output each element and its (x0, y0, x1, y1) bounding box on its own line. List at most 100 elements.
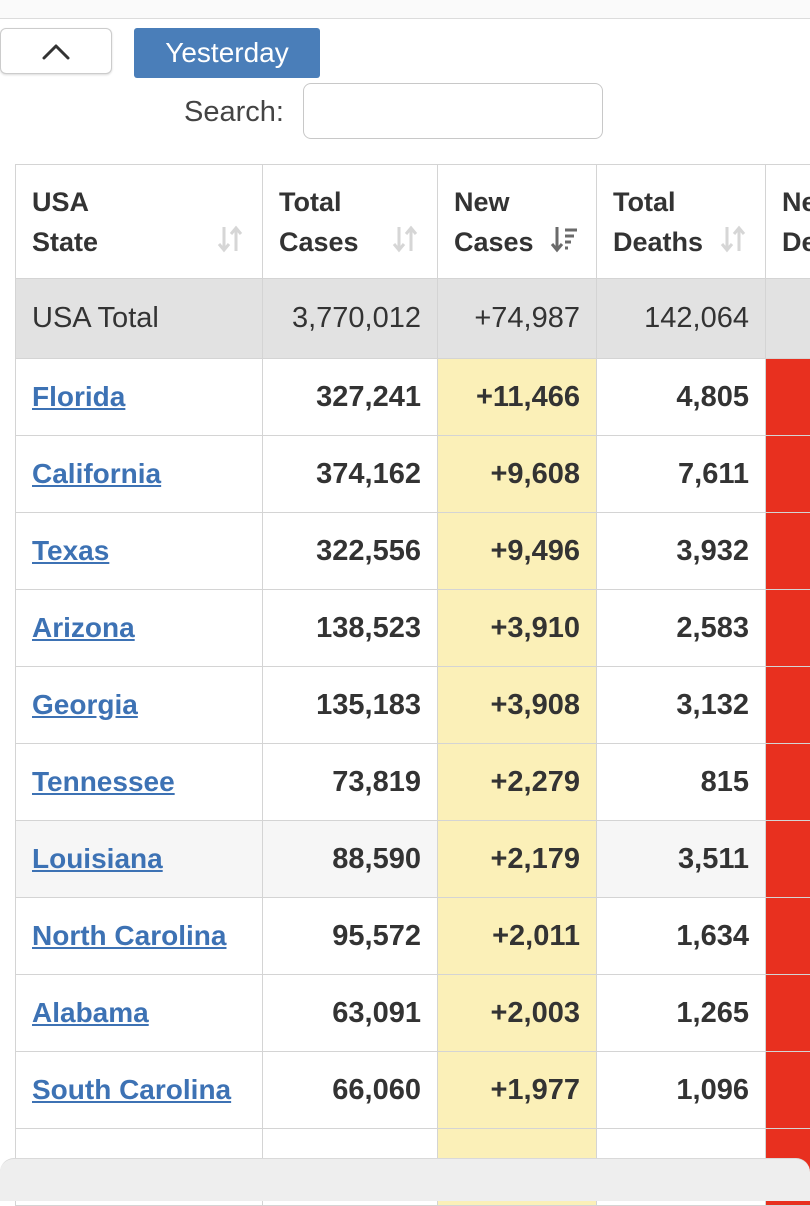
state-name-cell: Louisiana (16, 821, 263, 898)
column-header-new-cases[interactable]: New Cases (438, 165, 597, 279)
total-deaths-cell: 1,096 (597, 1052, 766, 1129)
total-cases-cell: 95,572 (263, 898, 438, 975)
state-name-cell: South Carolina (16, 1052, 263, 1129)
state-link[interactable]: Florida (32, 381, 125, 412)
header-line: Ne (782, 187, 810, 217)
column-header-total-deaths[interactable]: Total Deaths (597, 165, 766, 279)
sort-icon (214, 223, 246, 255)
state-link[interactable]: Tennessee (32, 766, 175, 797)
collapse-button[interactable] (0, 28, 112, 74)
state-link[interactable]: Georgia (32, 689, 138, 720)
new-cases-cell: +3,908 (438, 667, 597, 744)
state-link[interactable]: Texas (32, 535, 109, 566)
state-link[interactable]: Arizona (32, 612, 135, 643)
new-deaths-cell (766, 975, 810, 1052)
total-cases-cell: 327,241 (263, 359, 438, 436)
total-deaths-cell: 3,511 (597, 821, 766, 898)
state-link[interactable]: Louisiana (32, 843, 163, 874)
header-line: De (782, 227, 810, 257)
total-cases-cell: 88,590 (263, 821, 438, 898)
state-name-cell: Arizona (16, 590, 263, 667)
state-name-cell: California (16, 436, 263, 513)
total-deaths-cell: 1,634 (597, 898, 766, 975)
total-row-label: USA Total (16, 279, 263, 359)
new-deaths-cell (766, 436, 810, 513)
total-cases-cell: 138,523 (263, 590, 438, 667)
total-deaths-cell: 815 (597, 744, 766, 821)
column-header-new-deaths[interactable]: Ne De (766, 165, 810, 279)
new-cases-cell: +74,987 (438, 279, 597, 359)
new-deaths-cell (766, 359, 810, 436)
new-cases-cell: +2,003 (438, 975, 597, 1052)
top-strip (0, 0, 810, 19)
tab-yesterday[interactable]: Yesterday (134, 28, 320, 78)
total-cases-cell: 3,770,012 (263, 279, 438, 359)
column-header-usa-state[interactable]: USA State (16, 165, 263, 279)
header-line: Deaths (613, 227, 703, 257)
state-link[interactable]: North Carolina (32, 920, 226, 951)
sort-descending-icon (548, 223, 580, 255)
states-table-container: USA State Total Cases (15, 164, 810, 1206)
total-cases-cell: 66,060 (263, 1052, 438, 1129)
header-line: Total (279, 187, 342, 217)
total-deaths-cell: 2,583 (597, 590, 766, 667)
new-cases-cell: +9,496 (438, 513, 597, 590)
total-cases-cell: 73,819 (263, 744, 438, 821)
total-cases-cell: 322,556 (263, 513, 438, 590)
header-line: State (32, 227, 98, 257)
header-line: New (454, 187, 510, 217)
new-deaths-cell (766, 744, 810, 821)
new-deaths-cell (766, 898, 810, 975)
new-cases-cell: +11,466 (438, 359, 597, 436)
sort-icon (717, 223, 749, 255)
total-deaths-cell: 3,132 (597, 667, 766, 744)
total-deaths-cell: 3,932 (597, 513, 766, 590)
state-name-cell: Alabama (16, 975, 263, 1052)
new-deaths-cell (766, 1052, 810, 1129)
header-line: Cases (454, 227, 534, 257)
total-cases-cell: 135,183 (263, 667, 438, 744)
header-line: Cases (279, 227, 359, 257)
new-deaths-cell (766, 279, 810, 359)
chevron-up-icon (41, 40, 71, 62)
new-deaths-cell (766, 590, 810, 667)
total-cases-cell: 63,091 (263, 975, 438, 1052)
state-name-cell: North Carolina (16, 898, 263, 975)
total-deaths-cell: 7,611 (597, 436, 766, 513)
state-link[interactable]: South Carolina (32, 1074, 231, 1105)
total-deaths-cell: 4,805 (597, 359, 766, 436)
bottom-toolbar (0, 1158, 810, 1201)
new-cases-cell: +3,910 (438, 590, 597, 667)
header-line: USA (32, 187, 89, 217)
states-table: USA State Total Cases (15, 164, 810, 1206)
total-deaths-cell: 142,064 (597, 279, 766, 359)
new-cases-cell: +9,608 (438, 436, 597, 513)
search-input[interactable] (303, 83, 603, 139)
total-deaths-cell: 1,265 (597, 975, 766, 1052)
total-cases-cell: 374,162 (263, 436, 438, 513)
state-name-cell: Georgia (16, 667, 263, 744)
state-link[interactable]: California (32, 458, 161, 489)
new-deaths-cell (766, 821, 810, 898)
new-cases-cell: +2,011 (438, 898, 597, 975)
new-cases-cell: +2,179 (438, 821, 597, 898)
state-name-cell: Florida (16, 359, 263, 436)
total-row: USA Total 3,770,012 +74,987 142,064 (16, 279, 810, 359)
state-link[interactable]: Alabama (32, 997, 149, 1028)
header-line: Total (613, 187, 676, 217)
state-name-cell: Tennessee (16, 744, 263, 821)
sort-icon (389, 223, 421, 255)
column-header-total-cases[interactable]: Total Cases (263, 165, 438, 279)
search-label: Search: (184, 96, 284, 129)
new-deaths-cell (766, 513, 810, 590)
